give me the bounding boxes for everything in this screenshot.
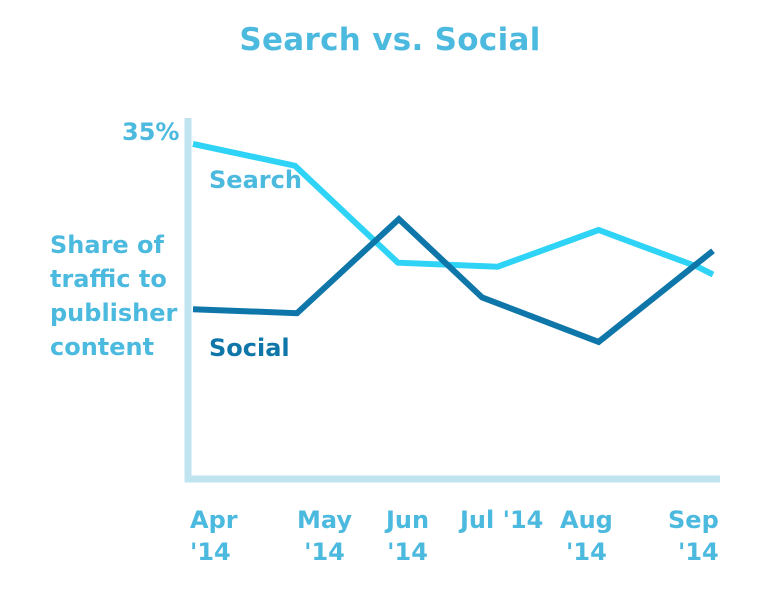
series-line-social (192, 214, 715, 346)
x-tick-label-jul: Jul '14 (460, 504, 543, 536)
x-tick-label-sep: Sep '14 (668, 504, 719, 568)
x-tick-line2: '14 (566, 538, 607, 566)
series-label-social: Social (209, 334, 290, 362)
x-tick-label-aug: Aug '14 (560, 504, 613, 568)
x-tick-label-apr: Apr '14 (190, 504, 238, 568)
x-tick-label-jun: Jun '14 (386, 504, 429, 568)
x-tick-line1: Sep (668, 506, 719, 534)
y-axis-label: Share of traffic to publisher content (50, 228, 190, 364)
x-tick-line1: Jun (386, 506, 430, 534)
series-line-search (192, 140, 715, 278)
series-label-search: Search (209, 166, 302, 194)
x-tick-label-may: May '14 (297, 504, 352, 568)
x-tick-line2: '14 (304, 538, 345, 566)
chart-title: Search vs. Social (239, 22, 541, 58)
y-axis-label-line: Share of (50, 231, 164, 259)
y-tick-label-max: 35% (122, 118, 180, 146)
y-axis-label-line: publisher (50, 299, 178, 327)
y-axis-label-line: content (50, 333, 155, 361)
x-tick-line1: Apr (190, 506, 238, 534)
x-tick-line2: '14 (678, 538, 719, 566)
y-axis-label-line: traffic to (50, 265, 167, 293)
x-tick-line1: Aug (560, 506, 613, 534)
x-tick-line1: May (297, 506, 352, 534)
x-tick-line2: '14 (190, 538, 231, 566)
x-tick-line1: Jul '14 (460, 506, 544, 534)
x-tick-line2: '14 (387, 538, 428, 566)
